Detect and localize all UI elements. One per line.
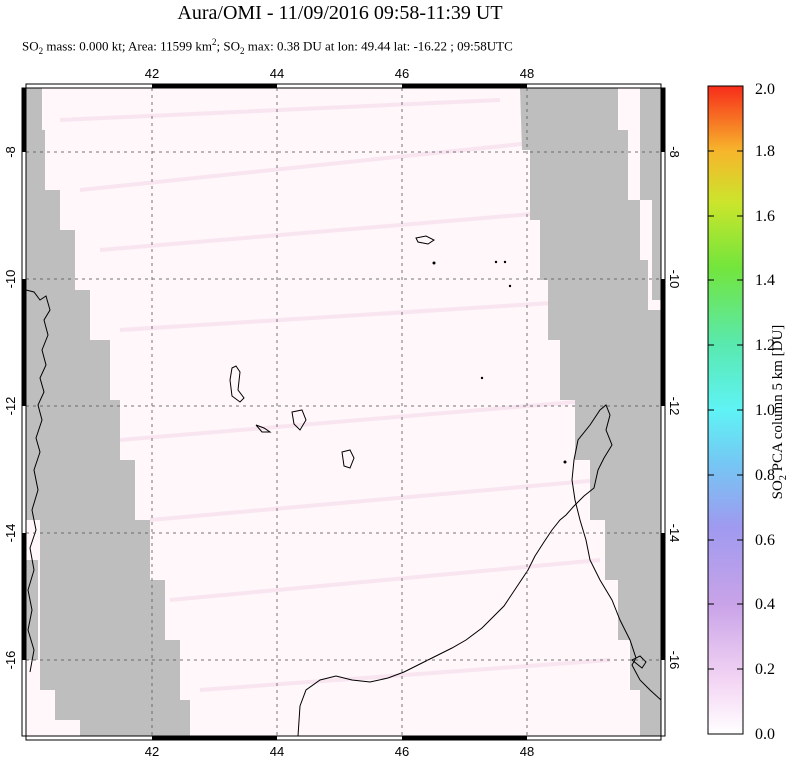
lat-label-right-16: -16 [667,651,682,670]
lat-label-right-12: -12 [667,397,682,416]
lat-label-left-14: -14 [3,524,18,543]
colorbar-title: SO2 PCA column 5 km [DU] [770,324,789,500]
cb-tick-1.2: 1.2 [755,337,775,354]
map-subtitle: SO2 mass: 0.000 kt; Area: 11599 km2; SO2… [22,37,513,56]
lon-label-bottom-46: 46 [395,744,409,759]
cb-tick-1.0: 1.0 [755,402,775,419]
lon-label-top-48: 48 [520,66,534,81]
lon-label-bottom-42: 42 [145,744,159,759]
cb-tick-1.8: 1.8 [755,143,775,160]
lon-label-bottom-48: 48 [520,744,534,759]
map-frame [21,83,666,741]
cb-tick-0.8: 0.8 [755,467,775,484]
lon-label-top-46: 46 [395,66,409,81]
lon-label-top-44: 44 [270,66,284,81]
coastlines [26,235,661,736]
lon-label-bottom-44: 44 [270,744,284,759]
small-islands [432,260,567,464]
cb-tick-0.4: 0.4 [755,596,775,613]
no-data-right [520,88,661,736]
cb-tick-0.0: 0.0 [755,726,775,743]
lat-label-left-8: -8 [3,146,18,158]
no-data-left [26,88,190,736]
map-title: Aura/OMI - 11/09/2016 09:58-11:39 UT [177,2,503,24]
cb-tick-1.4: 1.4 [755,272,775,289]
lat-label-right-14: -14 [667,524,682,543]
cb-tick-1.6: 1.6 [755,208,775,225]
lat-label-left-12: -12 [3,397,18,416]
lat-label-right-10: -10 [667,270,682,289]
lat-label-left-10: -10 [3,270,18,289]
cb-tick-0.6: 0.6 [755,532,775,549]
gridlines [26,88,661,736]
colorbar-ticks [708,150,743,670]
cb-tick-0.2: 0.2 [755,661,775,678]
lat-label-right-8: -8 [667,146,682,158]
lat-label-left-16: -16 [3,651,18,670]
cb-tick-2.0: 2.0 [755,81,775,98]
so2-swath-streaks [59,98,611,692]
lon-label-top-42: 42 [145,66,159,81]
